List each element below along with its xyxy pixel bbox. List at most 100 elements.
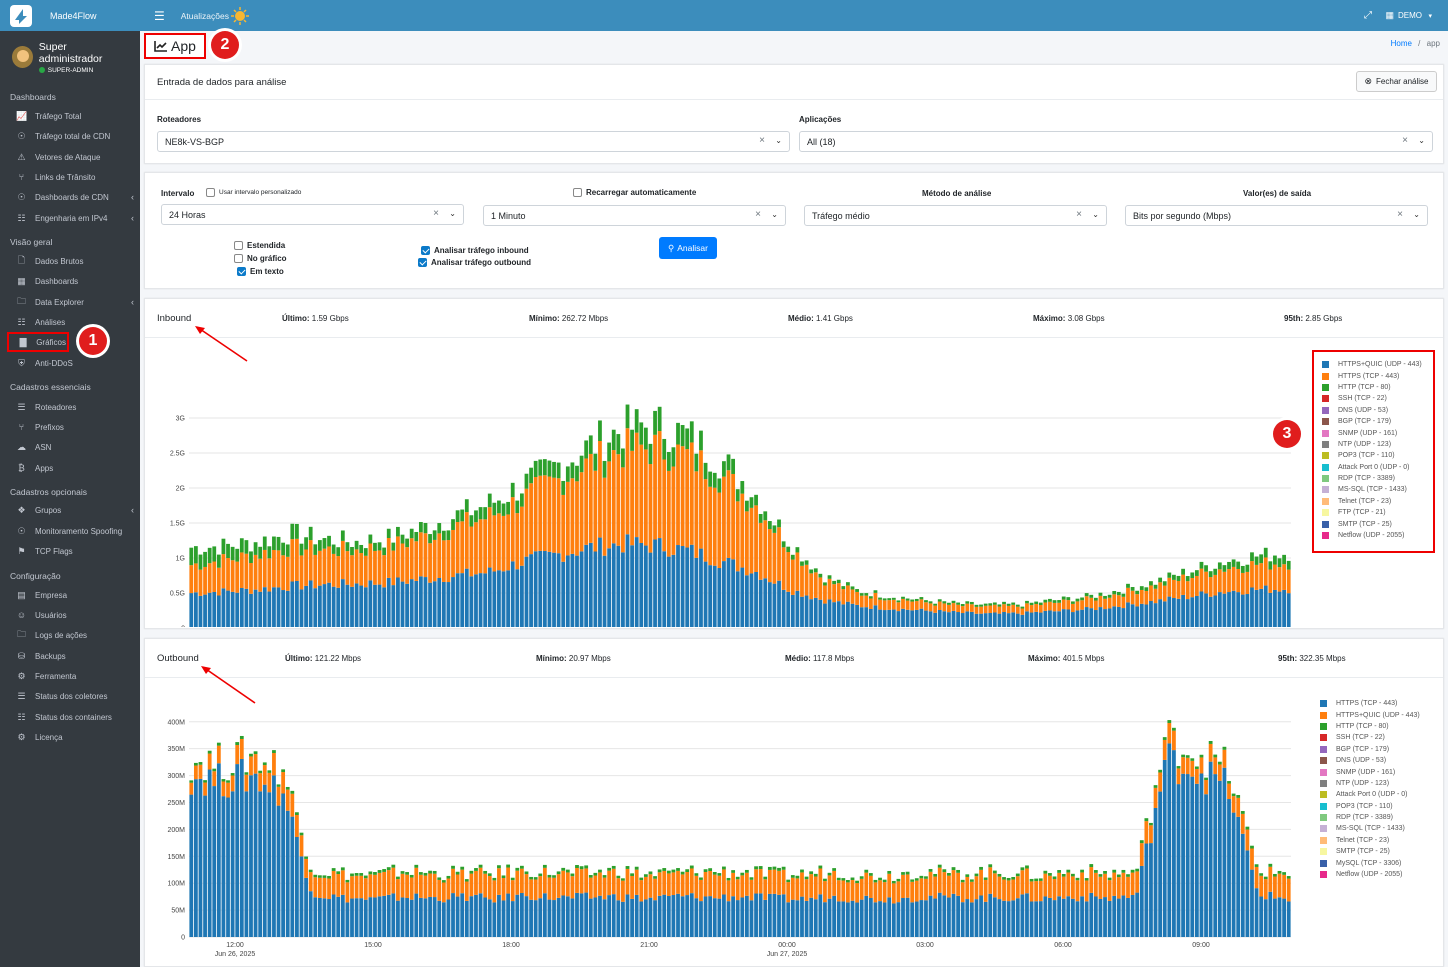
in-text-checkbox[interactable]: Em texto: [237, 267, 284, 276]
legend-item[interactable]: HTTP (TCP - 80): [1322, 382, 1433, 393]
legend-item[interactable]: MS-SQL (TCP - 1433): [1320, 823, 1440, 834]
clear-icon[interactable]: ×: [1397, 209, 1403, 220]
sidebar-item-dashboards[interactable]: ▦ Dashboards: [16, 274, 134, 288]
sidebar-item-asn[interactable]: ☁ ASN: [16, 440, 134, 454]
sidebar-item-grupos[interactable]: ❖ Grupos ‹: [16, 503, 134, 517]
sidebar-item-anti-ddos[interactable]: ⛨ Anti-DDoS: [16, 356, 134, 370]
sun-icon[interactable]: [230, 6, 249, 25]
outbound-checkbox[interactable]: Analisar tráfego outbound: [418, 258, 531, 267]
sidebar-item-apps[interactable]: ₿ Apps: [16, 461, 134, 475]
clear-icon[interactable]: ×: [1402, 135, 1408, 146]
clear-icon[interactable]: ×: [755, 209, 761, 220]
reload-select[interactable]: 1 Minuto × ⌄: [483, 205, 786, 226]
clear-icon[interactable]: ×: [759, 135, 765, 146]
sidebar-item-prefixos[interactable]: ⑂ Prefixos: [16, 420, 134, 434]
sidebar-item-vetores-de-ataque[interactable]: ⚠ Vetores de Ataque: [16, 150, 134, 164]
legend-item[interactable]: SSH (TCP - 22): [1320, 732, 1440, 743]
sidebar-item-usuários[interactable]: ☺ Usuários: [16, 608, 134, 622]
legend-item[interactable]: SNMP (UDP - 161): [1320, 766, 1440, 777]
apps-select[interactable]: All (18) × ⌄: [799, 131, 1433, 152]
chevron-down-icon[interactable]: ⌄: [449, 209, 456, 218]
sidebar-item-logs-de-ações[interactable]: 🗀 Logs de ações: [16, 628, 134, 642]
legend-item[interactable]: POP3 (TCP - 110): [1320, 801, 1440, 812]
interval-select[interactable]: 24 Horas × ⌄: [161, 204, 464, 225]
legend-item[interactable]: FTP (TCP - 21): [1322, 507, 1433, 518]
legend-item[interactable]: DNS (UDP - 53): [1322, 405, 1433, 416]
auto-reload-checkbox[interactable]: Recarregar automaticamente: [573, 188, 696, 197]
legend-item[interactable]: POP3 (TCP - 110): [1322, 450, 1433, 461]
hamburger-icon[interactable]: ☰: [154, 8, 165, 23]
breadcrumb-home[interactable]: Home: [1390, 39, 1412, 48]
sidebar-item-monitoramento-spoofing[interactable]: ☉ Monitoramento Spoofing: [16, 524, 134, 538]
legend-item[interactable]: Telnet (TCP - 23): [1322, 496, 1433, 507]
legend-item[interactable]: NTP (UDP - 123): [1322, 439, 1433, 450]
legend-item[interactable]: HTTPS+QUIC (UDP - 443): [1322, 359, 1433, 370]
legend-item[interactable]: HTTPS (TCP - 443): [1322, 370, 1433, 381]
sidebar-item-tráfego-total-de-cdn[interactable]: ☉ Tráfego total de CDN: [16, 129, 134, 143]
sidebar-item-empresa[interactable]: ▤ Empresa: [16, 588, 134, 602]
method-select[interactable]: Tráfego médio × ⌄: [804, 205, 1107, 226]
chevron-down-icon[interactable]: ⌄: [771, 210, 778, 219]
inbound-checkbox[interactable]: Analisar tráfego inbound: [421, 246, 529, 255]
bar-segment-3: [914, 598, 919, 602]
legend-item[interactable]: HTTPS+QUIC (UDP - 443): [1320, 709, 1440, 720]
legend-item[interactable]: SNMP (UDP - 161): [1322, 427, 1433, 438]
chevron-down-icon[interactable]: ⌄: [1092, 210, 1099, 219]
sidebar-item-status-dos-coletores[interactable]: ☰ Status dos coletores: [16, 689, 134, 703]
routers-select[interactable]: NE8k-VS-BGP × ⌄: [157, 131, 790, 152]
sidebar-item-tráfego-total[interactable]: 📈 Tráfego Total: [16, 109, 134, 123]
chevron-down-icon[interactable]: ⌄: [1418, 136, 1425, 145]
legend-item[interactable]: Netflow (UDP - 2055): [1322, 530, 1433, 541]
legend-item[interactable]: RDP (TCP - 3389): [1320, 812, 1440, 823]
sidebar-item-gráficos[interactable]: ▇ Gráficos: [7, 332, 69, 352]
clear-icon[interactable]: ×: [433, 208, 439, 219]
legend-item[interactable]: MySQL (TCP - 3306): [1320, 857, 1440, 868]
in-chart-checkbox[interactable]: No gráfico: [234, 254, 287, 263]
account-name[interactable]: DEMO: [1398, 11, 1422, 20]
sidebar-item-análises[interactable]: ☷ Análises: [16, 315, 134, 329]
legend-item[interactable]: SMTP (TCP - 25): [1322, 518, 1433, 529]
close-analysis-button[interactable]: ⊗ Fechar análise: [1356, 71, 1437, 92]
sidebar-item-engenharia-em-ipv4[interactable]: ☷ Engenharia em IPv4 ‹: [16, 211, 134, 225]
legend-item[interactable]: Attack Port 0 (UDP - 0): [1320, 789, 1440, 800]
extended-checkbox[interactable]: Estendida: [234, 241, 285, 250]
legend-item[interactable]: RDP (TCP - 3389): [1322, 473, 1433, 484]
sidebar-item-data-explorer[interactable]: 🗀 Data Explorer ‹: [16, 295, 134, 309]
updates-link[interactable]: Atualizações: [180, 10, 229, 21]
legend-item[interactable]: NTP (UDP - 123): [1320, 778, 1440, 789]
brand[interactable]: Made4Flow: [0, 0, 140, 31]
sidebar-item-tcp-flags[interactable]: ⚑ TCP Flags: [16, 544, 134, 558]
legend-item[interactable]: SSH (TCP - 22): [1322, 393, 1433, 404]
legend-item[interactable]: Netflow (UDP - 2055): [1320, 869, 1440, 880]
bar-segment-2: [1135, 871, 1140, 893]
chevron-down-icon[interactable]: ▾: [1428, 12, 1432, 20]
analyze-button[interactable]: ⚲ Analisar: [659, 237, 717, 259]
output-select[interactable]: Bits por segundo (Mbps) × ⌄: [1125, 205, 1428, 226]
sidebar-item-status-dos-containers[interactable]: ☷ Status dos containers: [16, 710, 134, 724]
legend-item[interactable]: MS-SQL (TCP - 1433): [1322, 484, 1433, 495]
sidebar-item-ferramenta[interactable]: ⚙ Ferramenta: [16, 669, 134, 683]
bar-segment-3: [198, 554, 203, 570]
sidebar-item-dashboards-de-cdn[interactable]: ☉ Dashboards de CDN ‹: [16, 190, 134, 204]
legend-item[interactable]: DNS (UDP - 53): [1320, 755, 1440, 766]
legend-item[interactable]: BGP (TCP - 179): [1322, 416, 1433, 427]
legend-item[interactable]: SMTP (TCP - 25): [1320, 846, 1440, 857]
clear-icon[interactable]: ×: [1076, 209, 1082, 220]
user-panel[interactable]: Super administrador SUPER-ADMIN: [0, 31, 140, 75]
legend-item[interactable]: BGP (TCP - 179): [1320, 744, 1440, 755]
sidebar-item-roteadores[interactable]: ☰ Roteadores: [16, 400, 134, 414]
bar-segment-1: [699, 548, 703, 627]
legend-item[interactable]: Attack Port 0 (UDP - 0): [1322, 462, 1433, 473]
bar-segment-3: [1273, 873, 1277, 877]
fullscreen-icon[interactable]: ⤢: [1364, 10, 1372, 21]
custom-interval-checkbox[interactable]: Usar intervalo personalizado: [206, 188, 301, 197]
legend-item[interactable]: Telnet (TCP - 23): [1320, 835, 1440, 846]
chevron-down-icon[interactable]: ⌄: [1413, 210, 1420, 219]
chevron-down-icon[interactable]: ⌄: [775, 136, 782, 145]
sidebar-item-licença[interactable]: ⚙ Licença: [16, 730, 134, 744]
legend-item[interactable]: HTTP (TCP - 80): [1320, 721, 1440, 732]
sidebar-item-links-de-trânsito[interactable]: ⑂ Links de Trânsito: [16, 170, 134, 184]
sidebar-item-backups[interactable]: ⛁ Backups: [16, 649, 134, 663]
legend-item[interactable]: HTTPS (TCP - 443): [1320, 698, 1440, 709]
sidebar-item-dados-brutos[interactable]: 🗋 Dados Brutos: [16, 254, 134, 268]
